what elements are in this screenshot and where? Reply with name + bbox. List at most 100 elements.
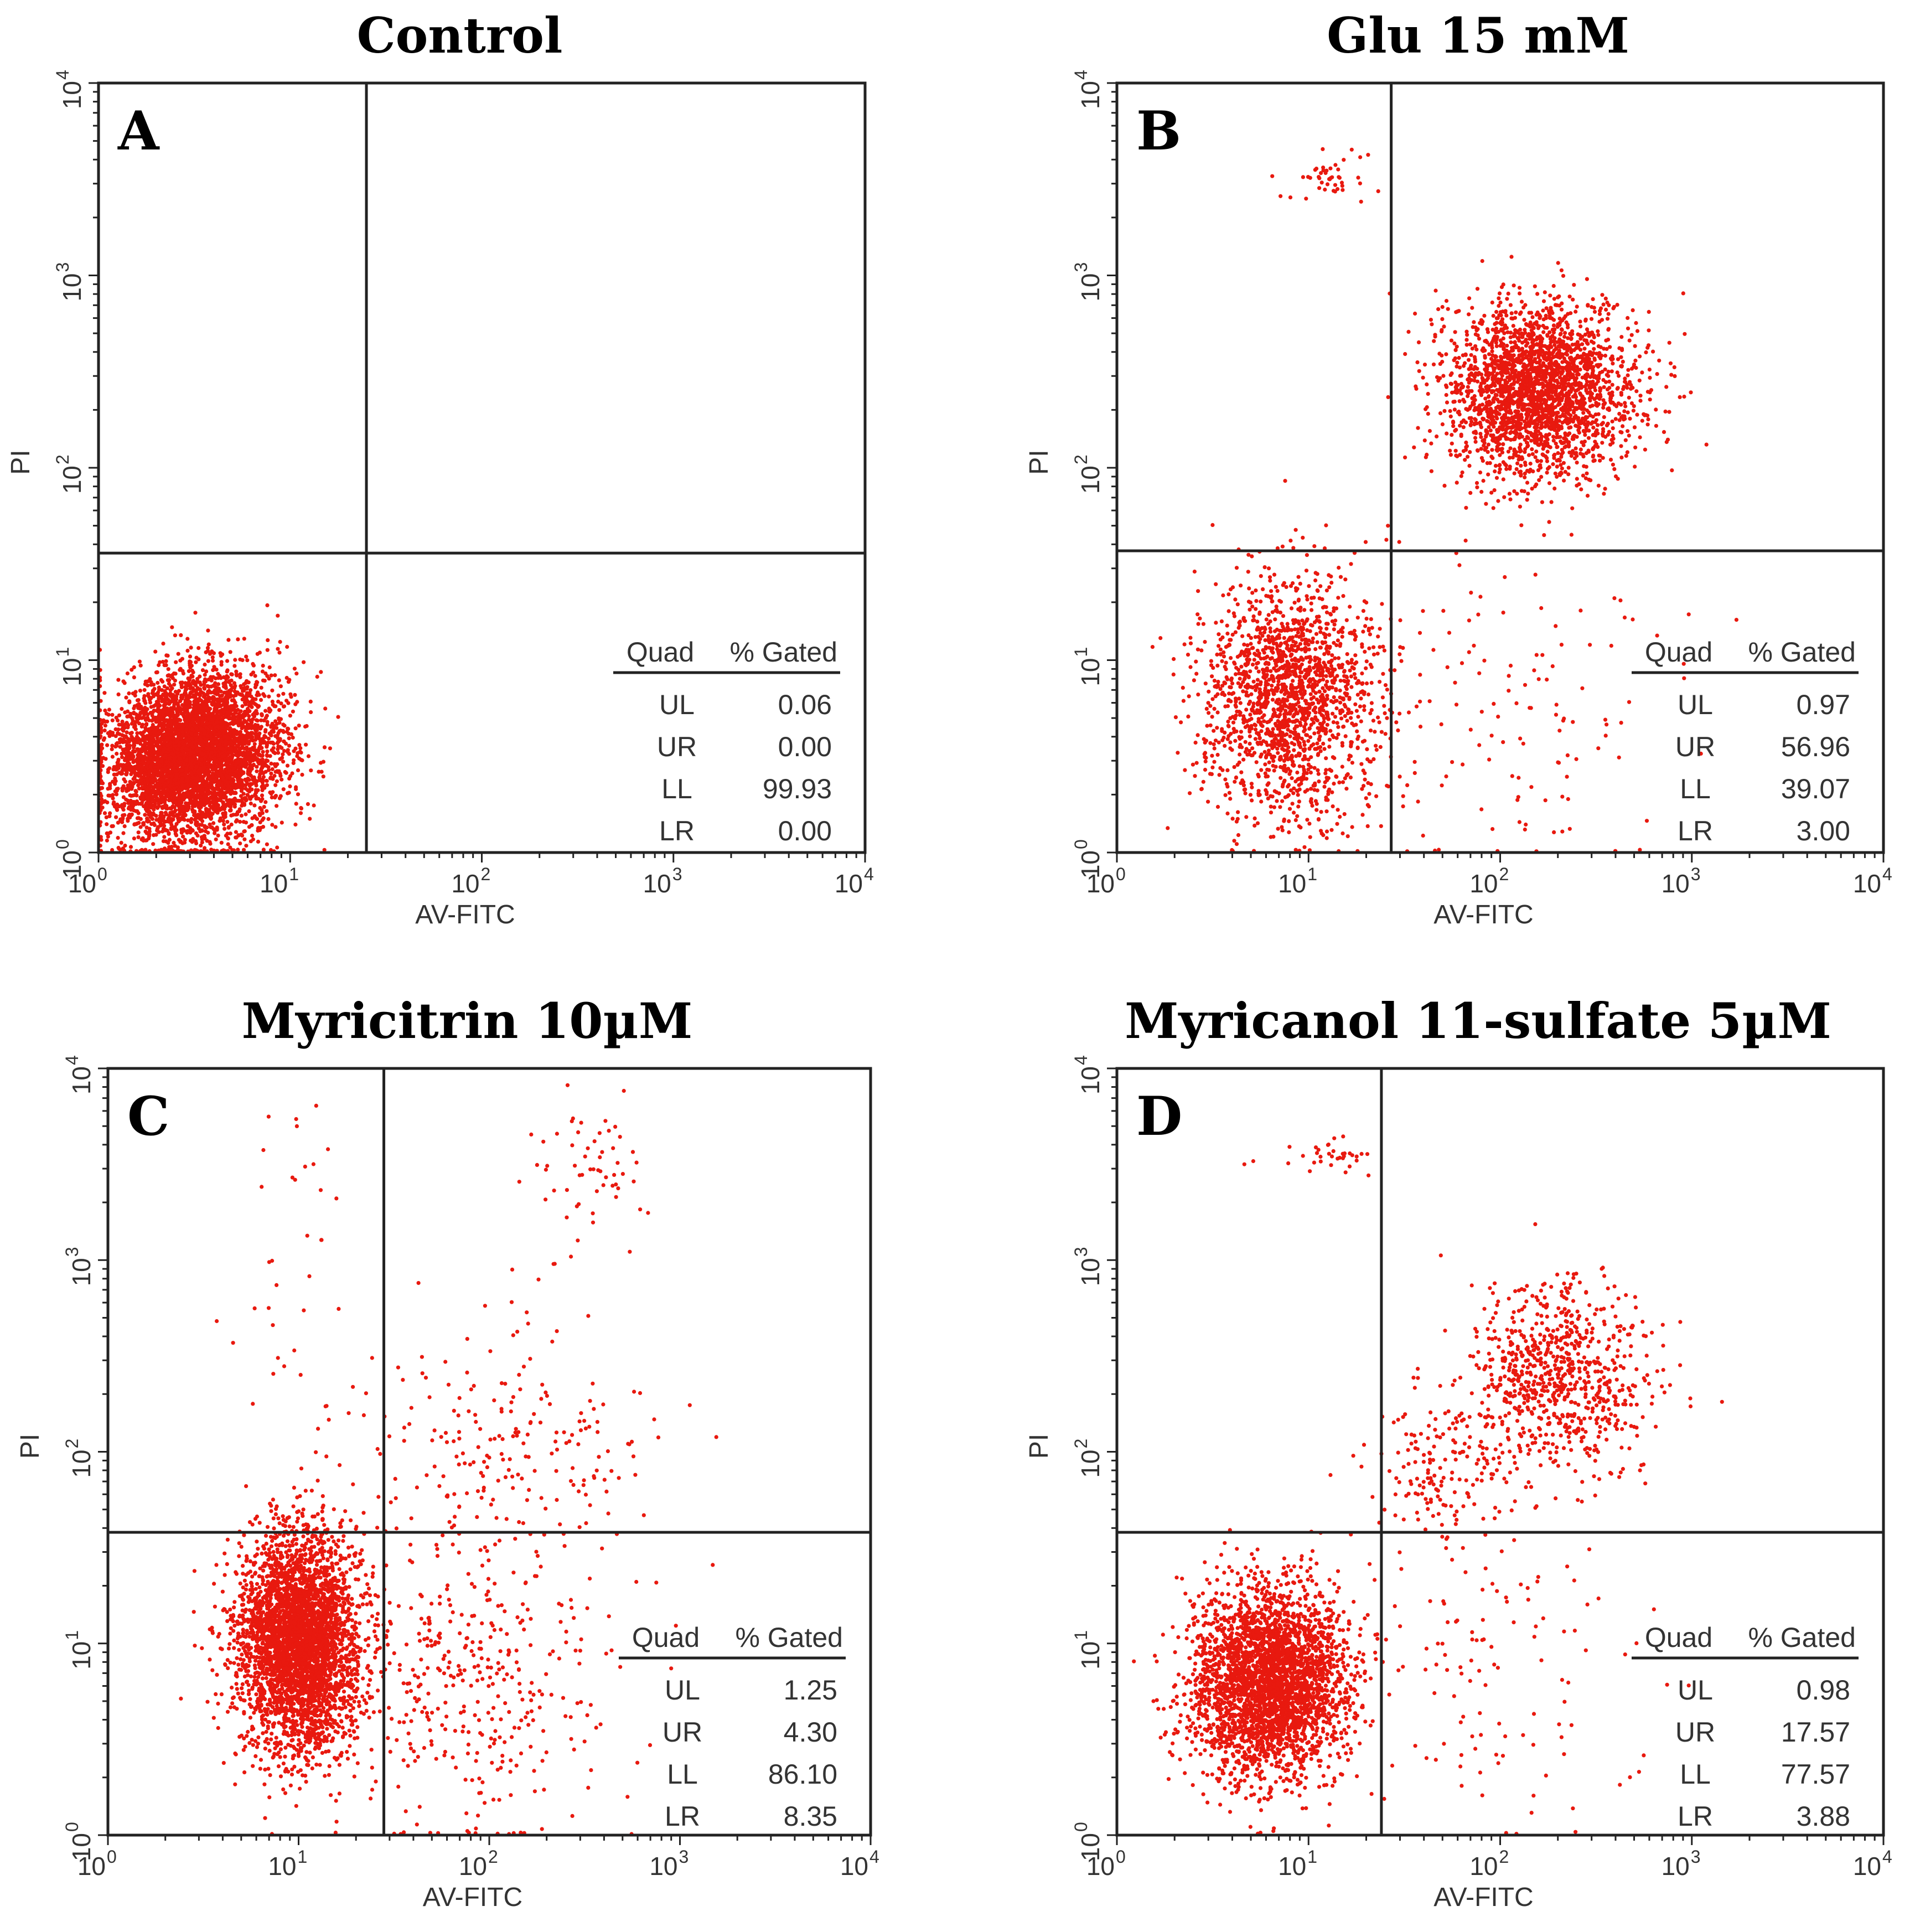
event-dot-ll — [102, 691, 107, 695]
event-dot-ll — [226, 825, 231, 830]
event-dot-ll — [218, 819, 222, 823]
event-dot-ll — [247, 778, 251, 782]
event-dot-ll — [277, 717, 281, 722]
event-dot-ll — [258, 813, 262, 818]
event-dot-ll — [247, 809, 251, 814]
event-dot-ll — [118, 745, 122, 749]
event-dot-ll — [131, 749, 136, 753]
event-dot-ll — [215, 697, 220, 701]
event-dot-ll — [211, 821, 216, 825]
event-dot-ll — [224, 686, 228, 690]
event-dot-ll — [153, 692, 158, 696]
event-dot-ll — [138, 663, 143, 668]
event-dot-ll — [234, 704, 239, 709]
event-dot-ll — [272, 704, 277, 709]
event-dot-ll — [282, 748, 287, 753]
event-dot-ll — [164, 753, 168, 758]
event-dot-ll — [134, 789, 138, 794]
event-dot-ll — [116, 727, 121, 732]
event-dot-ll — [264, 763, 268, 768]
event-dot-ll — [251, 712, 255, 717]
event-dot-ll — [146, 683, 150, 688]
event-dot-ll — [105, 838, 109, 843]
event-dot-ll — [196, 795, 200, 799]
event-dot-ll — [234, 736, 238, 741]
event-dot-ll — [254, 797, 258, 801]
event-dot-ll — [239, 685, 244, 690]
event-dot-ll — [164, 659, 168, 663]
event-dot-ll — [235, 673, 239, 678]
event-dot-ll — [187, 669, 191, 673]
event-dot-ll — [132, 741, 136, 746]
event-dot-ll — [158, 715, 163, 719]
event-dot-ll — [245, 658, 250, 663]
event-dot-ll — [207, 711, 211, 716]
event-dot-ll — [260, 808, 264, 812]
event-dot-ll — [128, 845, 133, 849]
event-dot-ll — [154, 818, 159, 822]
event-dot-ll — [183, 693, 187, 697]
event-dot-ll — [260, 713, 264, 717]
event-dot-ll — [107, 707, 111, 712]
event-dot-ll — [234, 830, 238, 834]
event-dot-ll — [186, 818, 190, 823]
event-dot-ll — [265, 779, 269, 783]
event-dot-ll — [120, 755, 125, 760]
event-dot-ll — [115, 788, 119, 793]
event-dot-ll — [173, 731, 178, 736]
event-dot-ll — [202, 686, 207, 691]
event-dot-ll — [251, 837, 255, 841]
event-dot-ll — [260, 797, 265, 802]
event-dot-ll — [141, 821, 146, 825]
event-dot-ll — [266, 638, 270, 642]
event-dot-ll — [142, 804, 146, 809]
event-dot-ll — [208, 706, 213, 711]
event-dot-ll — [223, 714, 227, 719]
event-dot-ll — [116, 678, 121, 682]
event-dot-ll — [199, 683, 203, 687]
event-dot-ll — [281, 729, 285, 733]
event-dot-ll — [233, 658, 237, 662]
event-dot-ll — [156, 701, 161, 706]
event-dot-ll — [199, 805, 203, 809]
event-dot-ll — [232, 802, 237, 807]
event-dot-ll — [189, 674, 194, 678]
event-dot-ll — [188, 742, 192, 747]
event-dot-ll — [173, 721, 177, 726]
event-dot-ll — [206, 699, 211, 704]
event-dot-ll — [167, 831, 171, 835]
event-dot-ll — [122, 681, 127, 685]
event-dot-ll — [170, 714, 175, 719]
event-dot-ll — [249, 733, 253, 738]
event-dot-ll — [211, 767, 215, 771]
event-dot-ll — [180, 749, 185, 753]
event-dot-ll — [106, 767, 111, 772]
event-dot-ll — [157, 746, 161, 751]
event-dot-ll — [103, 708, 107, 713]
event-dot-ll — [227, 746, 231, 751]
event-dot-ll — [260, 757, 265, 762]
event-dot-ll — [231, 782, 235, 787]
event-dot-ll — [121, 733, 126, 738]
event-dot-ll — [184, 687, 189, 691]
event-dot-ll — [241, 782, 245, 787]
event-dot-ll — [139, 732, 144, 736]
event-dot-ll — [260, 793, 265, 798]
event-dot-ll — [277, 729, 282, 733]
event-dot-ll — [185, 637, 190, 641]
event-dot-ll — [222, 826, 227, 831]
event-dot-ll — [196, 657, 201, 662]
event-dot-ll — [162, 784, 167, 788]
event-dot-ll — [178, 817, 183, 821]
event-dot-ll — [222, 753, 227, 757]
event-dot-ll — [266, 740, 270, 745]
event-dot-ll — [207, 764, 211, 768]
event-dot-ll — [239, 709, 243, 714]
event-dot-ll — [174, 774, 178, 778]
event-dot-ll — [208, 652, 213, 656]
event-dot-ll — [146, 693, 151, 698]
event-dot-ll — [215, 810, 220, 815]
event-dot-ll — [276, 751, 281, 755]
event-dot-ll — [266, 817, 271, 822]
event-dot-ll — [213, 706, 217, 711]
